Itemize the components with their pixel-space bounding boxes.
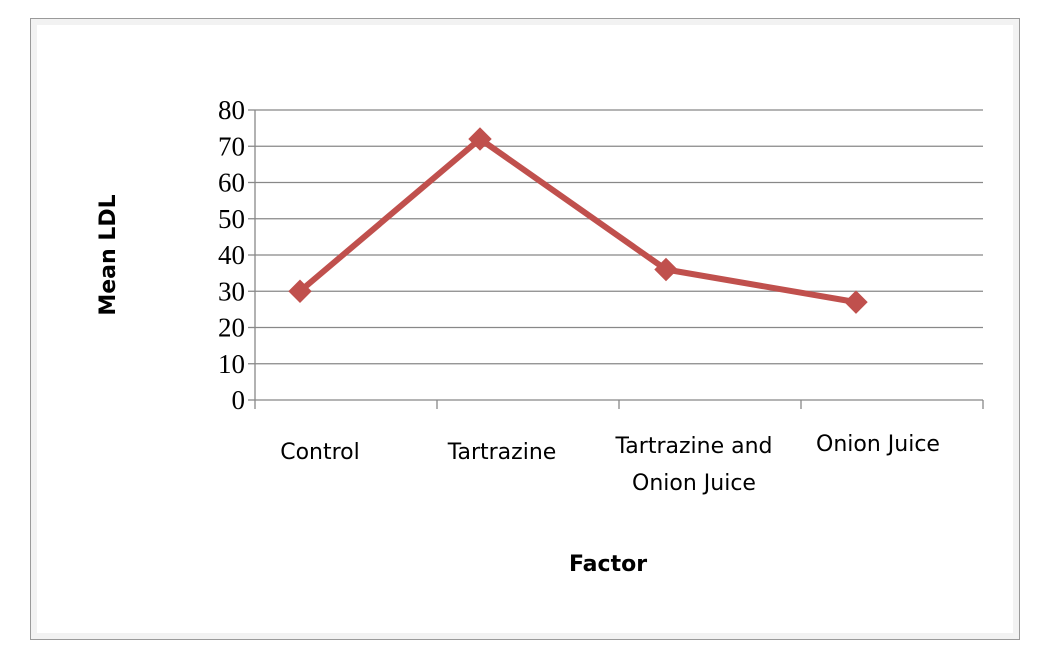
y-tick-label-50: 50 [218, 204, 245, 234]
y-tick-label-30: 30 [218, 276, 245, 306]
chart-frame: 0 10 20 30 40 50 60 70 80 Control Tartrazine Tartr… [30, 18, 1020, 640]
x-tick-labels: Control Tartrazine Tartrazine and Onion Jui… [280, 432, 940, 496]
y-tick-labels: 0 10 20 30 40 50 60 70 80 [218, 95, 245, 415]
x-tick-label-1: Tartrazine [447, 440, 557, 465]
series-line [297, 136, 859, 306]
x-tick-label-3-line-0: Onion Juice [816, 432, 940, 457]
x-axis-title: Factor [569, 552, 647, 577]
x-tick-label-2-line-1: Onion Juice [632, 471, 756, 496]
series-layer [288, 127, 868, 314]
y-tick-label-20: 20 [218, 313, 245, 343]
line-chart: 0 10 20 30 40 50 60 70 80 Control Tartrazine Tartr… [96, 95, 984, 577]
data-point-3 [844, 290, 868, 314]
x-tick-label-0-line-0: Control [280, 440, 360, 465]
x-tick-label-0: Control [280, 440, 360, 465]
grid-lines [255, 109, 983, 365]
data-point-0 [288, 279, 312, 303]
y-tick-label-40: 40 [218, 240, 245, 270]
y-tick-label-80: 80 [218, 95, 245, 125]
y-tick-label-70: 70 [218, 131, 245, 161]
caption-strip [30, 648, 1020, 660]
data-point-1 [468, 127, 492, 151]
data-point-2 [654, 257, 678, 282]
y-tick-label-0: 0 [232, 385, 246, 415]
axes [248, 109, 984, 409]
y-tick-label-60: 60 [218, 168, 245, 198]
x-tick-label-2: Tartrazine and Onion Juice [615, 434, 773, 496]
y-tick-label-10: 10 [218, 349, 245, 379]
x-tick-label-2-line-0: Tartrazine and [615, 434, 773, 459]
x-tick-label-3: Onion Juice [816, 432, 940, 457]
x-tick-label-1-line-0: Tartrazine [447, 440, 557, 465]
y-axis-title: Mean LDL [96, 194, 121, 315]
